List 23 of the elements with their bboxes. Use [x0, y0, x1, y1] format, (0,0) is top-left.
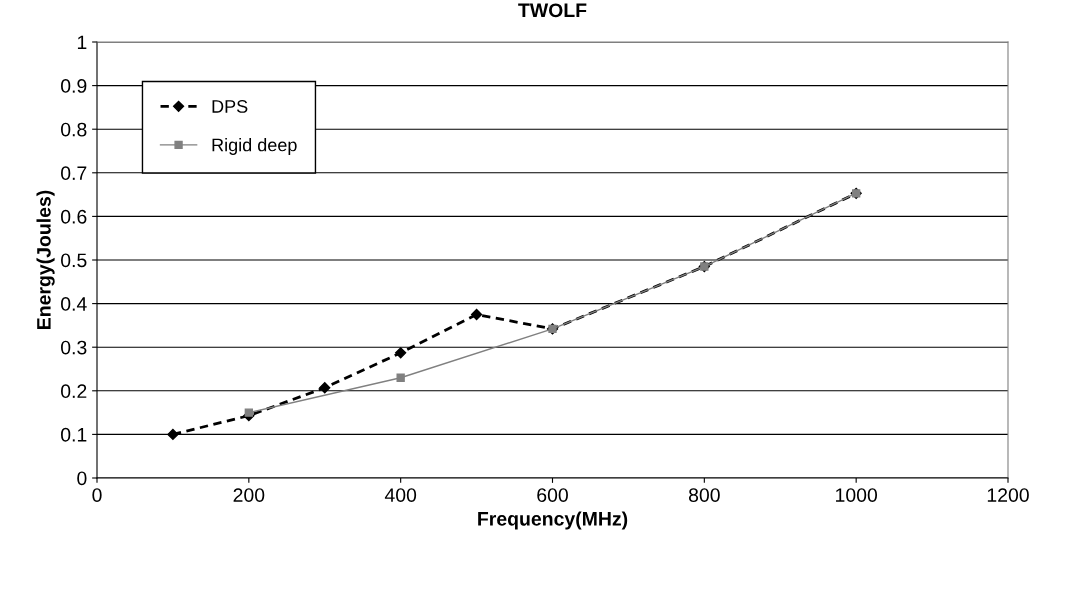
x-tick-label: 200: [233, 488, 265, 502]
x-tick-label: 1200: [987, 488, 1029, 502]
y-tick-label: 0.5: [61, 253, 87, 268]
y-axis-title: Energy(Joules): [36, 190, 55, 329]
y-tick-label: 0.7: [61, 166, 87, 181]
legend-label: Rigid deep: [212, 138, 297, 155]
x-tick-label: 800: [688, 488, 720, 502]
y-tick-label: 0.6: [61, 209, 87, 224]
x-tick-label: 0: [92, 488, 102, 502]
x-axis-title: Frequency(MHz): [478, 511, 628, 530]
y-tick-label: 0.2: [61, 384, 87, 399]
x-tick-label: 400: [384, 488, 417, 502]
x-tick-label: 600: [537, 488, 568, 502]
chart-title: TWOLF: [518, 3, 587, 18]
y-tick-label: 1: [77, 35, 87, 50]
y-tick-label: 0.3: [61, 340, 87, 355]
legend-label: DPS: [212, 100, 248, 113]
y-tick-label: 0.4: [61, 297, 87, 311]
x-tick-label: 1000: [836, 488, 878, 502]
y-tick-label: 0: [77, 471, 87, 486]
y-tick-label: 0.9: [61, 79, 87, 93]
y-tick-label: 0.8: [61, 122, 87, 137]
y-tick-label: 0.1: [61, 427, 87, 442]
